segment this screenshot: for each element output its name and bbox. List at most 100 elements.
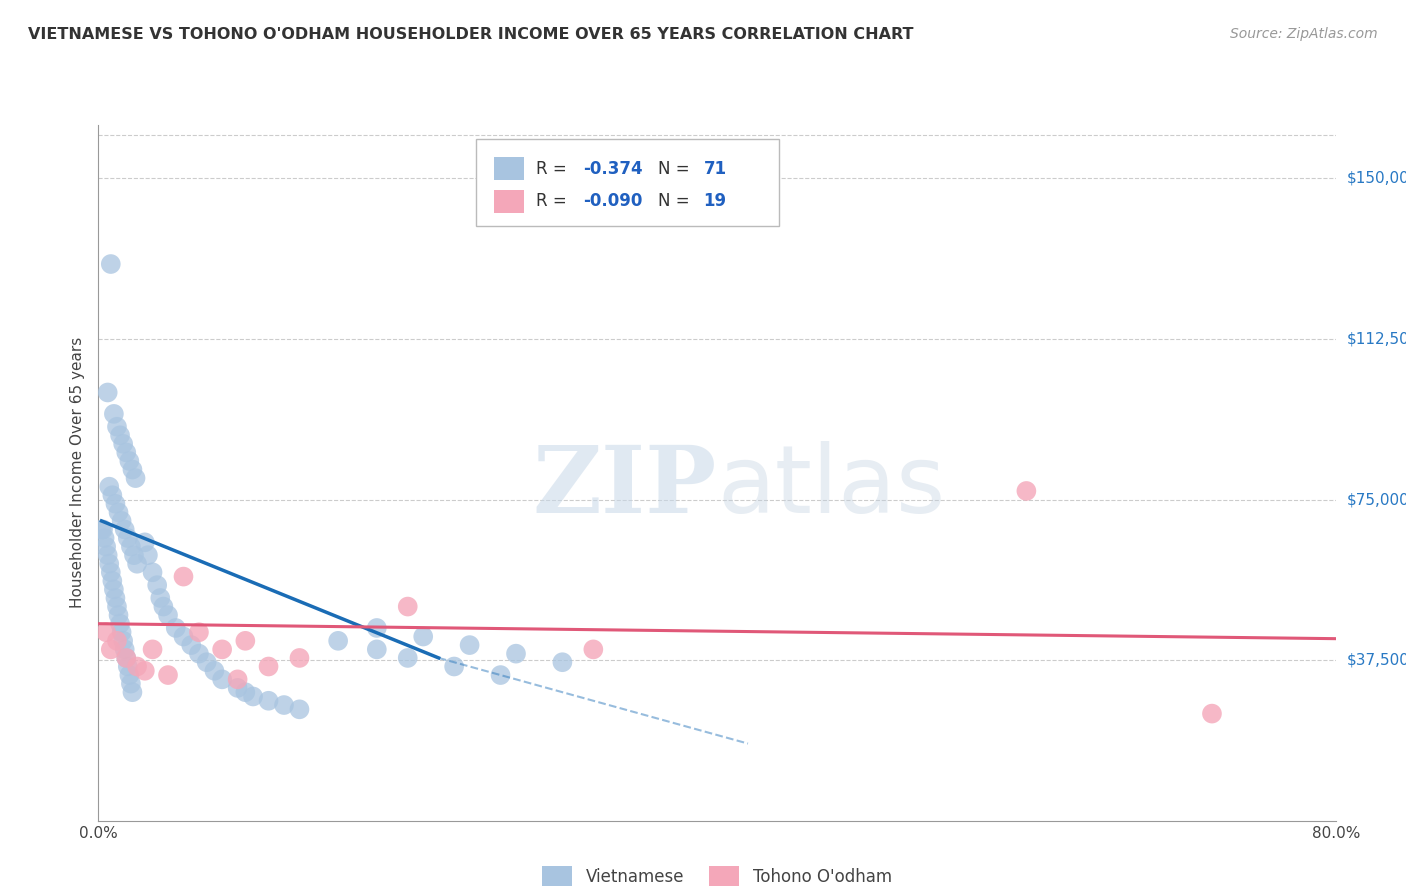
Text: N =: N =: [658, 193, 695, 211]
Text: -0.374: -0.374: [583, 160, 643, 178]
Point: [141, 566, 165, 580]
Point: [180, 638, 202, 652]
Text: 71: 71: [703, 160, 727, 178]
Point: [172, 569, 194, 583]
Point: [100, 642, 122, 657]
Text: Source: ZipAtlas.com: Source: ZipAtlas.com: [1230, 27, 1378, 41]
Text: $37,500: $37,500: [1347, 653, 1406, 667]
Point: [551, 655, 574, 669]
Point: [233, 685, 257, 699]
Point: [105, 633, 128, 648]
Point: [273, 698, 295, 712]
Point: [115, 651, 138, 665]
Point: [136, 548, 159, 562]
Point: [211, 673, 233, 687]
Point: [97, 548, 120, 562]
Point: [107, 608, 129, 623]
Point: [146, 578, 169, 592]
Point: [141, 642, 165, 657]
Point: [104, 497, 127, 511]
Point: [288, 702, 311, 716]
Point: [96, 625, 118, 640]
Point: [257, 694, 280, 708]
Point: [121, 462, 143, 476]
Point: [103, 582, 125, 597]
Point: [127, 659, 149, 673]
Point: [114, 642, 136, 657]
Point: [157, 668, 180, 682]
Point: [233, 633, 257, 648]
Text: VIETNAMESE VS TOHONO O'ODHAM HOUSEHOLDER INCOME OVER 65 YEARS CORRELATION CHART: VIETNAMESE VS TOHONO O'ODHAM HOUSEHOLDER…: [28, 27, 914, 42]
Point: [396, 599, 419, 614]
Point: [366, 621, 388, 635]
Point: [115, 651, 138, 665]
Point: [152, 599, 174, 614]
Point: [1015, 483, 1038, 498]
Point: [111, 514, 132, 528]
Point: [101, 574, 124, 588]
Point: [120, 540, 142, 554]
Text: R =: R =: [537, 193, 572, 211]
Text: R =: R =: [537, 160, 572, 178]
Point: [115, 445, 138, 459]
Point: [226, 681, 249, 695]
Point: [172, 630, 194, 644]
FancyBboxPatch shape: [495, 190, 524, 213]
Point: [124, 471, 146, 485]
Point: [93, 531, 115, 545]
Point: [117, 531, 139, 545]
Point: [211, 642, 233, 657]
Point: [90, 523, 112, 537]
Point: [326, 633, 350, 648]
Point: [226, 673, 249, 687]
Point: [98, 480, 121, 494]
Text: atlas: atlas: [717, 441, 945, 533]
Text: -0.090: -0.090: [583, 193, 643, 211]
Point: [443, 659, 465, 673]
Point: [188, 647, 211, 661]
Point: [118, 668, 141, 682]
Point: [396, 651, 419, 665]
Point: [122, 548, 145, 562]
Point: [118, 454, 141, 468]
Point: [108, 616, 131, 631]
Point: [582, 642, 605, 657]
Point: [127, 557, 149, 571]
Point: [242, 690, 264, 704]
Point: [101, 488, 124, 502]
Point: [105, 599, 128, 614]
Legend: Vietnamese, Tohono O'odham: Vietnamese, Tohono O'odham: [536, 860, 898, 892]
Text: $112,500: $112,500: [1347, 332, 1406, 346]
Point: [195, 655, 218, 669]
FancyBboxPatch shape: [495, 157, 524, 180]
Point: [165, 621, 187, 635]
Point: [157, 608, 180, 623]
Point: [412, 630, 434, 644]
Point: [120, 676, 142, 690]
Point: [96, 540, 118, 554]
Point: [288, 651, 311, 665]
Point: [104, 591, 127, 605]
Point: [108, 428, 131, 442]
Point: [134, 535, 156, 549]
Point: [204, 664, 226, 678]
Point: [458, 638, 481, 652]
Point: [149, 591, 172, 605]
Point: [366, 642, 388, 657]
Point: [112, 437, 135, 451]
Point: [121, 685, 143, 699]
Text: N =: N =: [658, 160, 695, 178]
Point: [111, 625, 132, 640]
Point: [98, 557, 121, 571]
Point: [134, 664, 156, 678]
Point: [105, 419, 128, 434]
Point: [91, 523, 114, 537]
Y-axis label: Householder Income Over 65 years: Householder Income Over 65 years: [69, 337, 84, 608]
Point: [103, 407, 125, 421]
Text: $150,000: $150,000: [1347, 171, 1406, 186]
Point: [97, 385, 120, 400]
Point: [188, 625, 211, 640]
Point: [117, 659, 139, 673]
Text: 19: 19: [703, 193, 727, 211]
FancyBboxPatch shape: [475, 139, 779, 226]
